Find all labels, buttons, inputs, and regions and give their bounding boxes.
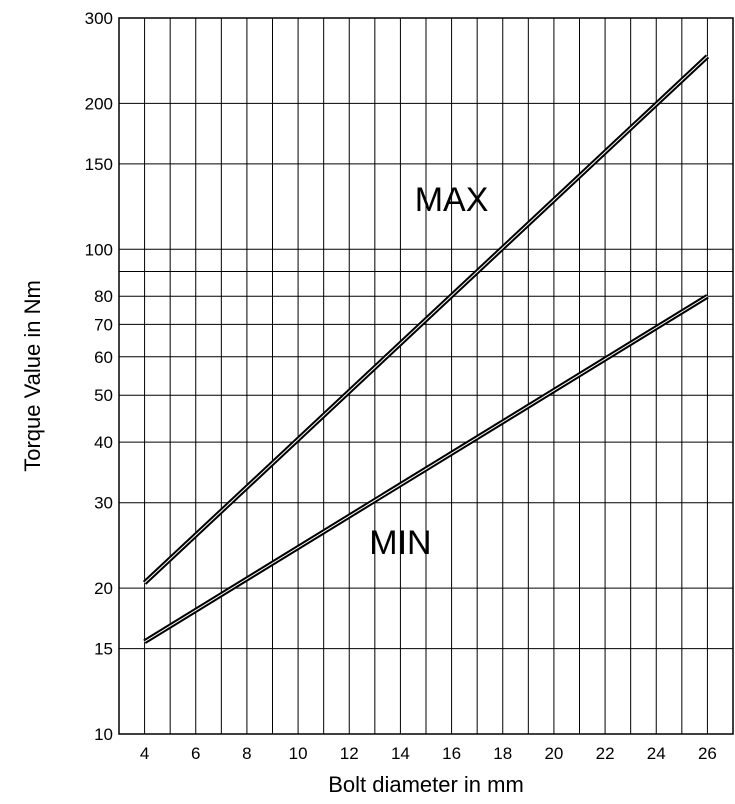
x-tick-label: 12 [340,744,359,763]
grid [119,18,733,734]
series-line-max-highlight [144,56,708,584]
x-tick-label: 10 [289,744,308,763]
x-tick-label: 14 [391,744,410,763]
x-axis-title: Bolt diameter in mm [328,772,524,797]
series-label-max: MAX [415,181,489,219]
plot-frame [118,17,734,735]
y-tick-label: 40 [94,433,113,452]
y-tick-label: 10 [94,725,113,744]
series-group: MAX MIN [142,54,710,644]
y-axis-title: Torque Value in Nm [20,280,45,472]
x-tick-label: 8 [242,744,251,763]
y-tick-label: 30 [94,494,113,513]
y-tick-label: 50 [94,386,113,405]
x-tick-label: 4 [140,744,149,763]
tick-labels: 4 6 8 10 12 14 16 18 20 22 24 26 10 15 20 30 40 50 60 70 80 1… [85,9,717,763]
y-tick-label: 20 [94,579,113,598]
y-tick-label: 150 [85,155,113,174]
y-tick-label: 80 [94,287,113,306]
x-tick-label: 20 [544,744,563,763]
x-tick-label: 6 [191,744,200,763]
y-tick-label: 60 [94,348,113,367]
x-tick-label: 18 [493,744,512,763]
y-tick-label: 15 [94,640,113,659]
series-line-min-highlight [144,295,708,643]
y-tick-label: 70 [94,315,113,334]
x-tick-label: 24 [647,744,666,763]
x-tick-label: 22 [596,744,615,763]
series-label-min: MIN [369,524,431,562]
y-tick-label: 300 [85,9,113,28]
x-tick-label: 26 [698,744,717,763]
y-tick-label: 200 [85,94,113,113]
x-tick-label: 16 [442,744,461,763]
y-tick-label: 100 [85,240,113,259]
